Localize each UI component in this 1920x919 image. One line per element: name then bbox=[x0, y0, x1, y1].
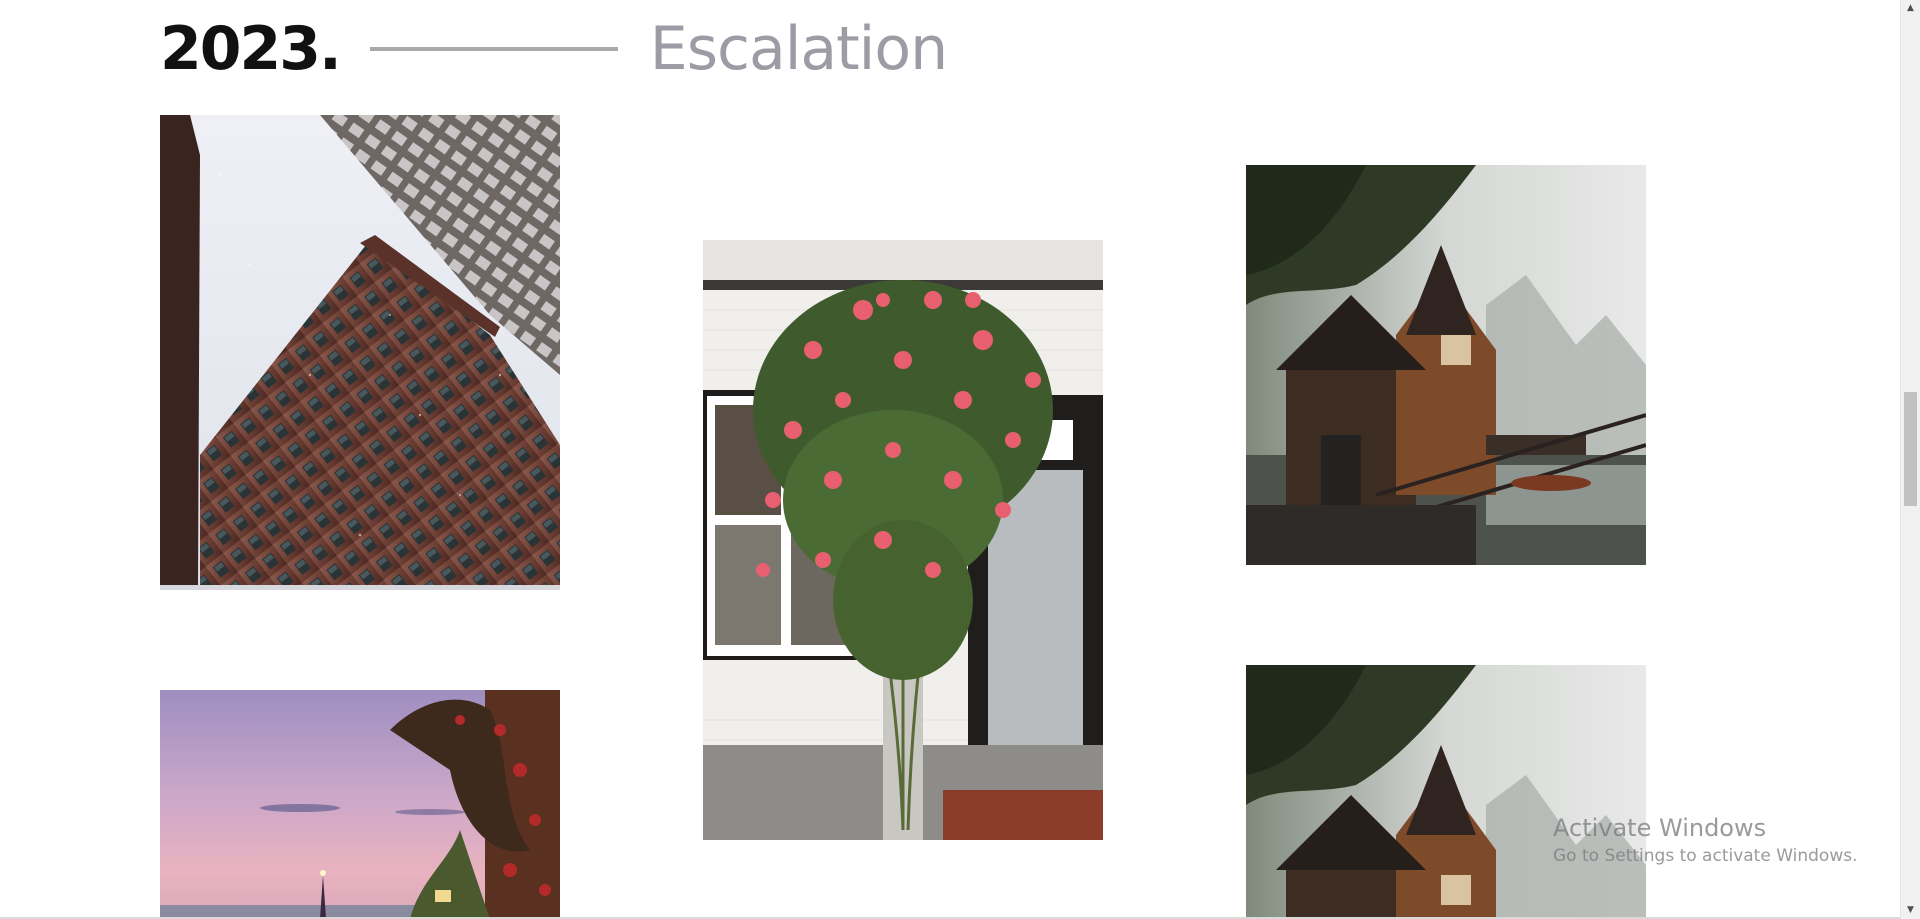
scroll-down-arrow-icon[interactable]: ▼ bbox=[1907, 905, 1914, 915]
vertical-scrollbar[interactable]: ▲ ▼ bbox=[1900, 0, 1920, 919]
rose-bush-door-photo[interactable] bbox=[703, 240, 1103, 840]
section-year: 2023. bbox=[160, 14, 342, 84]
scroll-up-arrow-icon[interactable]: ▲ bbox=[1907, 3, 1914, 13]
scroll-thumb[interactable] bbox=[1904, 392, 1917, 506]
watermark-subtitle: Go to Settings to activate Windows. bbox=[1553, 846, 1858, 866]
lake-boathouse-photo-repeat[interactable] bbox=[1246, 665, 1646, 919]
section-title: Escalation bbox=[649, 14, 948, 84]
windows-activation-watermark: Activate Windows Go to Settings to activ… bbox=[1553, 814, 1858, 866]
page-bottom-border bbox=[0, 917, 1901, 919]
header-divider-line bbox=[369, 47, 618, 51]
pink-sunset-photo[interactable] bbox=[160, 690, 560, 919]
snowy-building-photo[interactable] bbox=[160, 115, 560, 590]
watermark-title: Activate Windows bbox=[1553, 814, 1767, 842]
lake-boathouse-photo[interactable] bbox=[1246, 165, 1646, 565]
section-header: 2023. Escalation bbox=[160, 14, 948, 84]
